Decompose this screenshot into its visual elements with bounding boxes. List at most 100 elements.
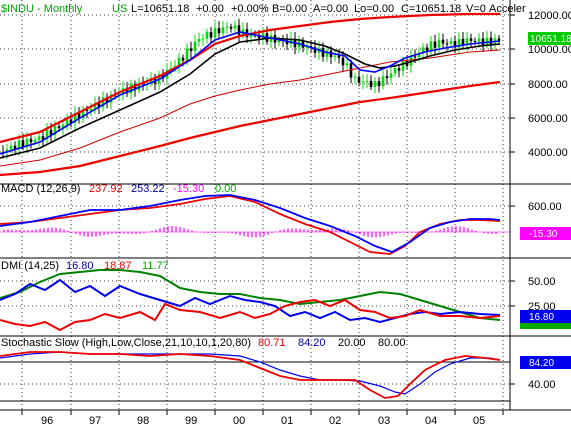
price-bar xyxy=(397,63,401,78)
y-tick-label: 8000.00 xyxy=(528,79,568,91)
header-value: 80.71 xyxy=(258,337,286,349)
x-tick-label: 01 xyxy=(281,415,293,427)
header-value: B=0.00 xyxy=(272,3,307,15)
header-value: Acceler xyxy=(489,3,526,15)
stoch-y-axis: 40.00 xyxy=(510,379,556,391)
macd-panel[interactable]: MACD (12,26,9) 237.92 253.22 -15.30 0.00 60… xyxy=(0,183,571,255)
price-bar xyxy=(333,49,337,62)
price-last-value-box xyxy=(528,32,571,45)
price-bar xyxy=(377,77,381,93)
y-tick-label: 10000.00 xyxy=(528,44,571,56)
price-bar xyxy=(429,36,433,56)
price-y-axis: 12000.00 10000.00 8000.00 6000.00 4000.00 xyxy=(510,10,571,159)
price-bar xyxy=(29,133,33,149)
header-value: V=0 xyxy=(466,3,486,15)
x-tick-label: 03 xyxy=(378,415,390,427)
price-bar xyxy=(89,103,93,116)
lower-envelope-line xyxy=(0,80,501,177)
price-bar xyxy=(441,33,445,49)
price-bar xyxy=(381,70,385,90)
price-bar xyxy=(393,62,397,77)
price-bar xyxy=(385,69,389,85)
price-bar xyxy=(425,43,429,56)
dmi-values: 16.80 18.87 11.77 xyxy=(66,260,169,272)
x-tick-label: 99 xyxy=(185,415,197,427)
x-tick-label: 00 xyxy=(233,415,245,427)
price-bar xyxy=(373,77,377,94)
stoch-title: Stochastic Slow (High,Low,Close,21,10,10… xyxy=(1,337,251,349)
price-bar xyxy=(201,33,205,46)
price-bar xyxy=(13,141,17,156)
price-bar xyxy=(45,122,49,144)
price-bar xyxy=(225,21,229,35)
dmi-last-value-box xyxy=(520,310,571,323)
stochastic-panel[interactable]: Stochastic Slow (High,Low,Close,21,10,10… xyxy=(0,337,571,402)
minus-di-line xyxy=(0,298,501,332)
x-tick-label: 04 xyxy=(425,415,437,427)
price-bar xyxy=(69,112,73,128)
upper-envelope-line xyxy=(0,12,500,144)
macd-title: MACD (12,26,9) xyxy=(1,183,80,195)
price-bar xyxy=(205,28,209,44)
stoch-last-value-box xyxy=(520,356,571,369)
price-bar xyxy=(177,53,181,74)
header-value: L=10651.18 xyxy=(131,3,189,15)
y-tick-label: 40.00 xyxy=(528,379,556,391)
price-symbol: $INDU - Monthly xyxy=(1,3,83,15)
price-bar xyxy=(433,34,437,55)
dmi-green-box xyxy=(520,323,571,329)
stoch-k-line xyxy=(0,351,501,399)
header-value: 84.20 xyxy=(298,337,326,349)
price-bar xyxy=(497,35,501,44)
price-bar xyxy=(189,41,193,58)
price-bar xyxy=(349,59,353,84)
price-bar xyxy=(229,23,233,33)
price-bar xyxy=(461,31,465,50)
price-bar xyxy=(445,39,449,51)
adx-line xyxy=(0,269,501,321)
black-moving-average-line xyxy=(0,37,501,159)
price-bar xyxy=(97,96,101,115)
price-bar xyxy=(81,105,85,124)
price-bar xyxy=(261,26,265,45)
x-tick-label: 97 xyxy=(89,415,101,427)
header-value: +0.00% xyxy=(231,3,269,15)
header-value: -15.30 xyxy=(173,183,204,195)
price-bar xyxy=(365,74,369,89)
y-tick-label: 6000.00 xyxy=(528,113,568,125)
macd-last-value: -15.30 xyxy=(529,229,558,240)
macd-y-axis: 600.00 xyxy=(510,201,562,213)
macd-histogram xyxy=(3,226,497,238)
price-bar xyxy=(353,72,357,85)
price-bar xyxy=(77,107,81,124)
price-bar xyxy=(197,32,201,47)
price-bar xyxy=(117,86,121,102)
y-tick-label: 12000.00 xyxy=(528,10,571,22)
price-bar xyxy=(193,34,197,57)
header-value: 18.87 xyxy=(104,260,132,272)
price-bar xyxy=(325,46,329,62)
price-bar xyxy=(345,57,349,70)
stoch-last-value: 84.20 xyxy=(529,358,554,369)
price-bar xyxy=(41,130,45,146)
price-bar xyxy=(209,26,213,43)
y-tick-label: 50.00 xyxy=(528,276,556,288)
price-bar xyxy=(217,21,221,38)
price-exchange: US xyxy=(112,3,127,15)
macd-values: 237.92 253.22 -15.30 0.00 xyxy=(89,183,236,195)
price-panel[interactable]: $INDU - Monthly US L=10651.18 +0.00 +0.00%… xyxy=(0,3,571,177)
header-value: C=10651.18 xyxy=(401,3,461,15)
dmi-last-value: 16.80 xyxy=(529,312,554,323)
x-tick-label: 98 xyxy=(137,415,149,427)
x-tick-label: 05 xyxy=(473,415,485,427)
header-value: 11.77 xyxy=(142,260,169,272)
header-value: 16.80 xyxy=(66,260,94,272)
header-value: 20.00 xyxy=(338,337,366,349)
x-tick-label: 02 xyxy=(329,415,341,427)
price-bar xyxy=(65,113,69,131)
price-last-value: 10651.18 xyxy=(530,34,571,45)
y-tick-label: 4000.00 xyxy=(528,147,568,159)
price-bar xyxy=(221,20,225,39)
